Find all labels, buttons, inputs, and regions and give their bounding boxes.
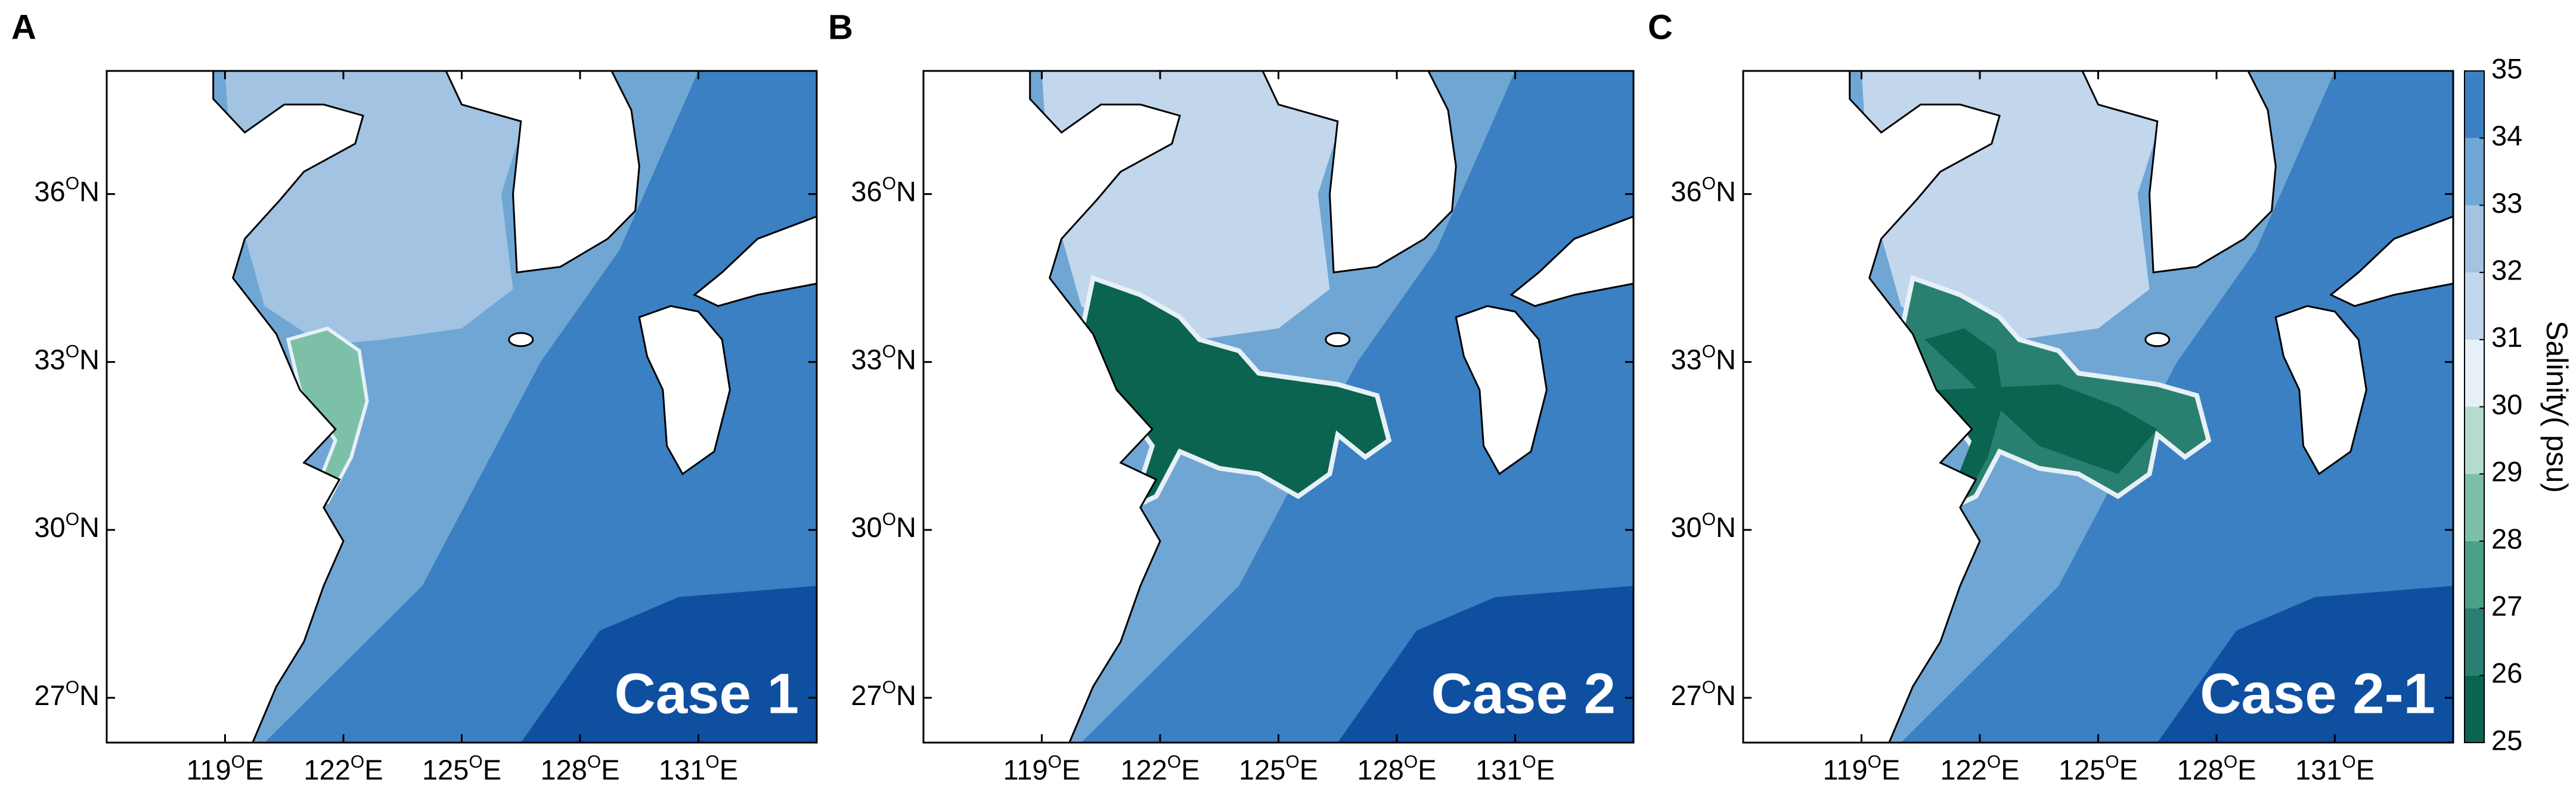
kuroshio [1337,586,1633,743]
x-tick-label: 125OE [422,752,501,786]
colorbar-tick-label: 34 [2491,120,2522,151]
land [106,70,364,744]
land [922,70,1181,744]
y-tick-label: 27ON [851,678,916,712]
land [2081,70,2277,274]
y-tick-label: 30ON [1670,510,1736,544]
x-tick-label: 125OE [1239,752,1318,786]
case-label: Case 2-1 [2200,662,2435,725]
x-tick-label: 131OE [659,752,738,786]
x-tick-label: 122OE [1120,752,1199,786]
panel-label: B [828,8,853,46]
colorbar-bin [2465,138,2484,206]
panel-label: C [1648,8,1673,46]
colorbar-tick-label: 29 [2491,456,2522,488]
y-tick-label: 36ON [1670,174,1736,208]
x-tick-label: 128OE [540,752,619,786]
y-tick-label: 33ON [34,341,100,375]
colorbar-tick-label: 35 [2491,52,2522,84]
colorbar-tick-label: 33 [2491,187,2522,219]
colorbar-tick-label: 25 [2491,724,2522,756]
x-tick-label: 131OE [1475,752,1555,786]
y-tick-label: 30ON [34,510,100,544]
colorbar-bin [2465,608,2484,676]
colorbar-tick-label: 30 [2491,389,2522,420]
x-tick-label: 122OE [303,752,383,786]
jeju-island [1325,332,1351,347]
x-tick-label: 122OE [1940,752,2019,786]
x-tick-label: 131OE [2295,752,2374,786]
colorbar-bin [2465,205,2484,273]
y-tick-label: 33ON [851,341,916,375]
colorbar-tick-label: 28 [2491,523,2522,554]
map-panel: 119OE 122OE 125OE 128OE 131OE 36ON 33ON 30ON 27O… [851,70,1635,786]
y-tick-label: 33ON [1670,341,1736,375]
case-label: Case 1 [614,662,799,725]
map-panel: 119OE 122OE 125OE 128OE 131OE 36ON 33ON 30ON 27O… [34,70,818,786]
colorbar-bin [2465,406,2484,474]
kuroshio [520,586,817,743]
y-tick-label: 27ON [1670,678,1736,712]
land [1261,70,1457,274]
map-panel: 119OE 122OE 125OE 128OE 131OE 36ON 33ON 30ON 27O… [1670,70,2454,786]
jeju-island [508,332,534,347]
x-tick-label: 119OE [187,752,264,786]
land [638,305,731,476]
colorbar-bin [2465,339,2484,407]
y-tick-label: 30ON [851,510,916,544]
land [444,70,640,274]
colorbar-bin [2465,272,2484,340]
colorbar-bin [2465,71,2484,138]
colorbar-tick-label: 32 [2491,254,2522,286]
colorbar-bin [2465,541,2484,608]
colorbar-bin [2465,474,2484,541]
land [1455,305,1548,476]
x-tick-label: 119OE [1003,752,1081,786]
x-tick-label: 119OE [1823,752,1901,786]
colorbar-tick-label: 31 [2491,321,2522,353]
panel-label: A [11,8,36,46]
colorbar-title: Salinity( psu) [2540,321,2574,493]
case-label: Case 2 [1431,662,1616,725]
y-tick-label: 36ON [851,174,916,208]
colorbar-tick-label: 27 [2491,590,2522,622]
kuroshio [2157,586,2453,743]
plume-core [1924,328,2157,502]
y-tick-label: 36ON [34,174,100,208]
x-tick-label: 128OE [1357,752,1436,786]
land [2274,305,2367,476]
colorbar-bin [2465,675,2484,743]
x-tick-label: 125OE [2059,752,2138,786]
colorbar-tick-label: 26 [2491,657,2522,689]
x-tick-label: 128OE [2177,752,2256,786]
y-tick-label: 27ON [34,678,100,712]
jeju-island [2144,332,2171,347]
land [1742,70,2001,744]
